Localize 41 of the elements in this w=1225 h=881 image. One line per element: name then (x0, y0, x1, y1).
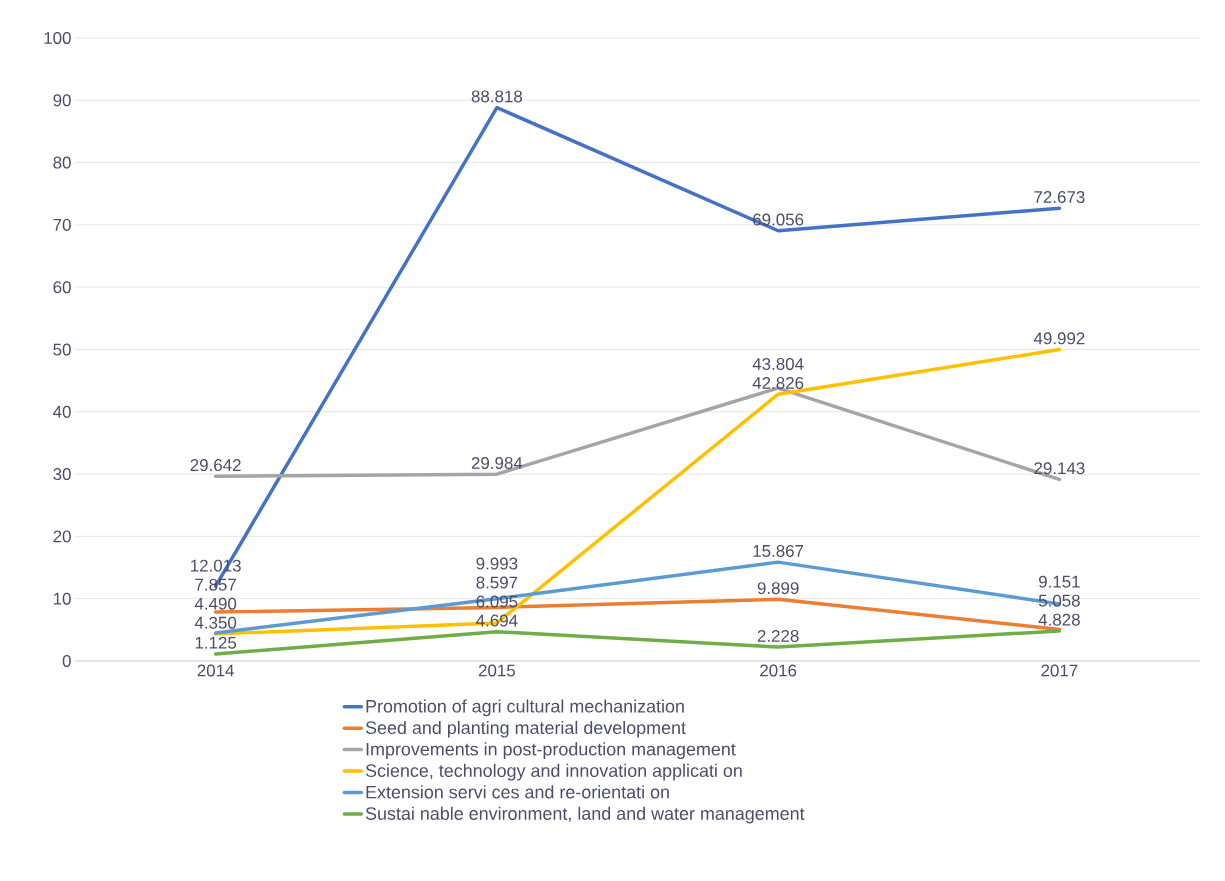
legend-label: Improvements in post-production management (366, 742, 736, 760)
y-tick-label: 70 (53, 218, 71, 231)
data-label: 8.597 (476, 576, 518, 589)
x-tick-label: 2016 (760, 664, 797, 677)
legend-label: Seed and planting material development (365, 720, 686, 738)
y-tick-label: 40 (53, 405, 71, 418)
y-tick-label: 30 (53, 468, 71, 481)
legend-label: Extension servi ces and re-orientati on (366, 785, 669, 799)
data-label: 29.984 (471, 456, 523, 469)
data-label: 88.818 (471, 90, 523, 103)
data-label: 5.058 (1038, 594, 1080, 607)
y-tick-label: 90 (53, 94, 71, 107)
data-label: 69.056 (753, 213, 804, 226)
data-label: 29.143 (1034, 462, 1085, 475)
x-tick-label: 2014 (197, 664, 234, 677)
legend-label: Sustai nable environment, land and water management (365, 806, 805, 824)
data-label: 4.490 (194, 597, 237, 610)
y-tick-label: 100 (44, 31, 71, 44)
y-tick-label: 80 (53, 156, 71, 169)
y-tick-label: 60 (53, 281, 71, 294)
data-label: 9.993 (476, 557, 518, 570)
y-tick-label: 10 (53, 592, 71, 605)
legend-label: Promotion of agri cultural mechanization (366, 699, 684, 717)
data-label: 49.992 (1033, 332, 1085, 345)
data-label: 9.151 (1038, 575, 1080, 588)
data-label: 9.899 (757, 582, 799, 595)
legend-label: Science, technology and innovation applicati on (365, 763, 742, 781)
y-tick-label: 50 (53, 343, 71, 356)
data-label: 43.804 (752, 358, 804, 370)
x-tick-label: 2015 (478, 664, 515, 677)
data-label: 4.828 (1038, 613, 1080, 626)
y-tick-label: 0 (62, 654, 71, 667)
data-label: 15.867 (753, 544, 804, 557)
x-tick-label: 2017 (1041, 664, 1078, 677)
data-label: 29.642 (190, 459, 241, 472)
data-label: 4.350 (194, 616, 237, 629)
data-label: 1.125 (195, 636, 237, 649)
data-label: 2.228 (757, 629, 799, 642)
y-tick-label: 20 (53, 530, 71, 543)
data-label: 42.826 (752, 376, 804, 389)
data-label: 72.673 (1034, 191, 1085, 204)
